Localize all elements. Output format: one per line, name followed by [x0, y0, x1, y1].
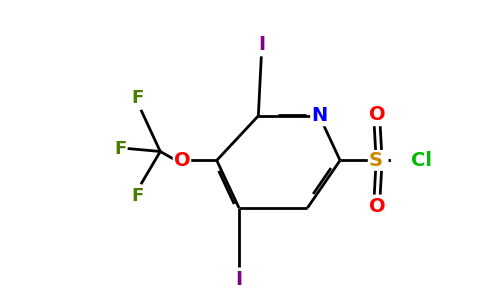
Text: O: O	[369, 105, 386, 124]
Text: F: F	[132, 89, 144, 107]
Text: F: F	[114, 140, 126, 158]
Text: F: F	[132, 187, 144, 205]
Text: N: N	[311, 106, 327, 125]
Text: I: I	[258, 35, 265, 54]
Text: I: I	[235, 270, 242, 289]
Text: S: S	[369, 151, 383, 170]
Text: O: O	[369, 197, 386, 216]
Text: Cl: Cl	[411, 151, 432, 170]
Text: O: O	[174, 151, 190, 170]
